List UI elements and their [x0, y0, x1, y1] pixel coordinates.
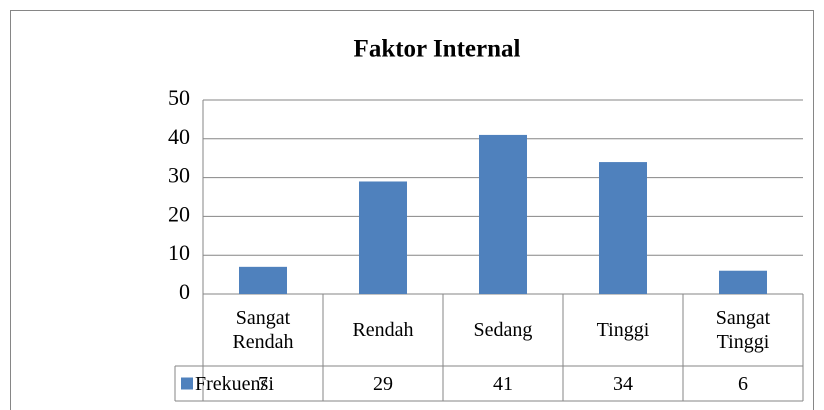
category-label-text: Rendah: [352, 319, 414, 341]
table-value: 7: [203, 366, 323, 401]
category-label: Sangat Rendah: [203, 294, 323, 366]
table-value: 34: [563, 366, 683, 401]
table-value-text: 41: [493, 372, 513, 395]
legend-swatch: [181, 377, 193, 390]
table-value-text: 7: [258, 372, 268, 395]
chart-title: Faktor Internal: [354, 36, 521, 63]
legend-label: Frekuensi: [195, 366, 274, 401]
bar: [599, 162, 647, 294]
category-label: Sedang: [443, 294, 563, 366]
y-tick-label: 50: [168, 85, 190, 110]
table-value-text: 6: [738, 372, 748, 395]
legend-label-text: Frekuensi: [195, 372, 274, 395]
y-tick-label: 10: [168, 240, 190, 265]
category-label: Tinggi: [563, 294, 683, 366]
bar: [479, 134, 527, 294]
chart-border: [10, 10, 814, 410]
table-value: 6: [683, 366, 803, 401]
bar: [239, 266, 287, 294]
table-value-text: 34: [613, 372, 633, 395]
y-tick-label: 40: [168, 124, 190, 149]
bar: [359, 181, 407, 294]
category-label-text: Sangat Tinggi: [715, 307, 771, 353]
y-tick-label: 0: [179, 279, 190, 304]
category-label: Sangat Tinggi: [683, 294, 803, 366]
category-label-text: Tinggi: [596, 319, 650, 341]
table-value: 29: [323, 366, 443, 401]
category-label-text: Sangat Rendah: [232, 307, 294, 353]
category-label: Rendah: [323, 294, 443, 366]
category-label-text: Sedang: [473, 319, 533, 341]
bar: [719, 270, 767, 294]
y-tick-label: 30: [168, 163, 190, 188]
table-value-text: 29: [373, 372, 393, 395]
table-value: 41: [443, 366, 563, 401]
y-tick-label: 20: [168, 201, 190, 226]
